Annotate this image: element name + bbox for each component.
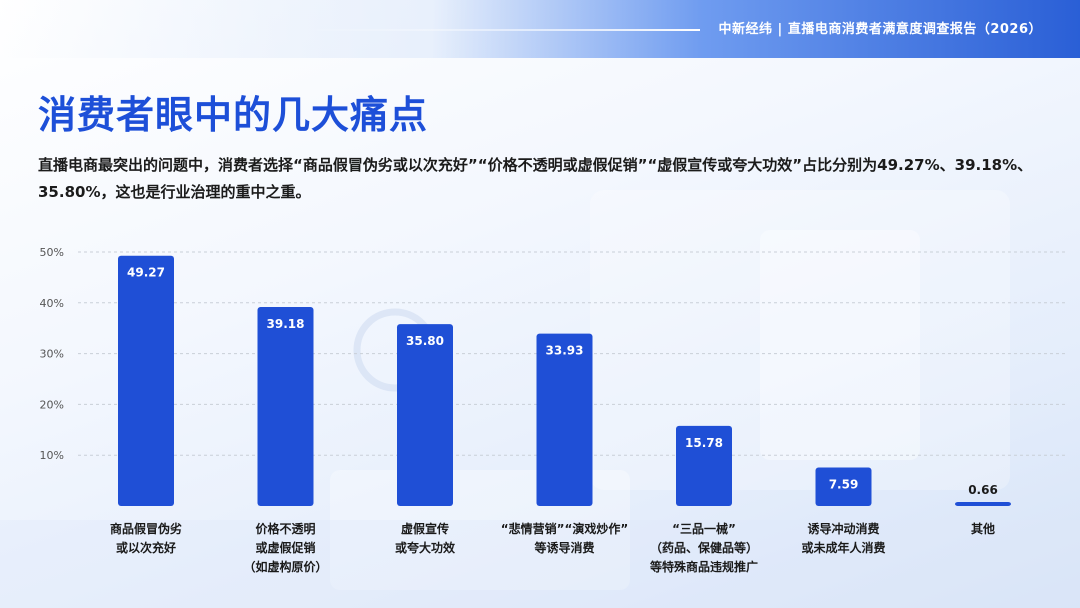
x-tick-label: 其他 xyxy=(971,521,995,536)
x-tick-label: 虚假宣传 xyxy=(401,521,449,536)
x-tick-label: 或未成年人消费 xyxy=(801,540,885,555)
bar xyxy=(257,306,314,506)
y-tick-label: 30% xyxy=(40,348,64,361)
bar xyxy=(676,425,732,506)
data-label: 33.93 xyxy=(546,344,584,358)
bar xyxy=(118,255,174,506)
data-label: 39.18 xyxy=(267,317,305,331)
bar xyxy=(815,467,872,506)
y-tick-label: 20% xyxy=(40,398,64,411)
y-tick-label: 50% xyxy=(40,246,64,259)
x-tick-label: “三品一械” xyxy=(672,521,736,536)
y-tick-label: 40% xyxy=(40,297,64,310)
x-tick-label: （如虚构原价） xyxy=(243,559,327,574)
data-label: 35.80 xyxy=(406,334,444,348)
x-tick-label: 或以次充好 xyxy=(116,540,176,555)
data-label: 0.66 xyxy=(968,483,998,497)
x-tick-label: 诱导冲动消费 xyxy=(807,521,879,536)
data-label: 49.27 xyxy=(127,266,165,280)
page-description: 直播电商最突出的问题中，消费者选择“商品假冒伪劣或以次充好”“价格不透明或虚假促… xyxy=(38,156,1033,201)
bar xyxy=(397,324,453,506)
data-label: 15.78 xyxy=(685,436,723,450)
y-tick-label: 10% xyxy=(40,449,64,462)
x-tick-label: 或虚假促销 xyxy=(255,540,315,555)
x-tick-label: 商品假冒伪劣 xyxy=(110,521,182,536)
report-source-label: 中新经纬 | 直播电商消费者满意度调查报告（2026） xyxy=(718,22,1042,37)
header-divider xyxy=(300,29,700,31)
page-title: 消费者眼中的几大痛点 xyxy=(38,93,429,137)
bar xyxy=(536,333,593,506)
data-label: 7.59 xyxy=(829,477,859,491)
x-tick-label: 等特殊商品违规推广 xyxy=(649,559,758,574)
x-tick-label: “悲情营销”“演戏炒作” xyxy=(501,521,629,536)
x-tick-label: 价格不透明 xyxy=(255,521,315,536)
bar-chart: 10% 20% 30% 40% 50% 49.27 商品假冒伪劣或以次充好 39.18 价格不透… xyxy=(40,246,1068,574)
x-tick-label: 或夸大功效 xyxy=(395,540,456,555)
bar xyxy=(955,502,1011,506)
x-tick-label: （药品、保健品等） xyxy=(650,540,758,555)
x-tick-label: 等诱导消费 xyxy=(533,540,594,555)
